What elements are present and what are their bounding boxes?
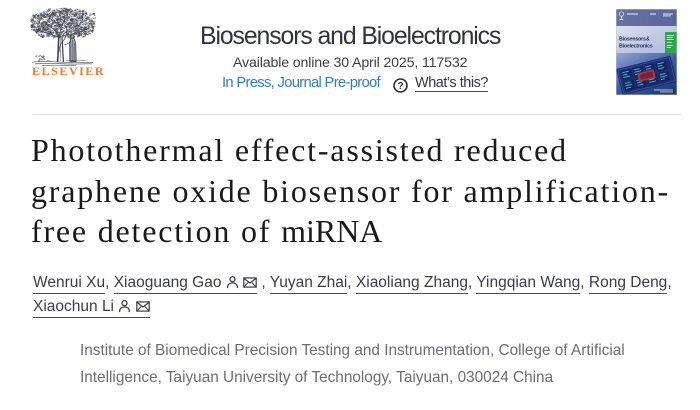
svg-text:Biosensors &: Biosensors &: [619, 37, 650, 43]
svg-text:?: ?: [397, 81, 403, 92]
svg-text:Bioelectronics: Bioelectronics: [619, 44, 653, 50]
